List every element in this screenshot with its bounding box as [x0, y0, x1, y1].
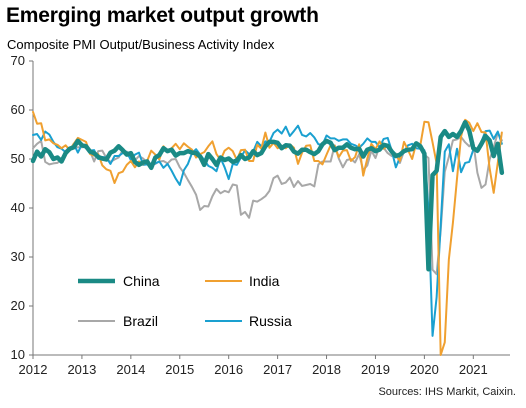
legend-label-brazil: Brazil	[123, 313, 158, 329]
x-tick-label: 2014	[116, 362, 145, 377]
series-line-india	[32, 110, 503, 356]
x-tick-label: 2019	[361, 362, 390, 377]
y-tick-label: 70	[11, 53, 25, 68]
x-tick-label: 2020	[410, 362, 439, 377]
x-tick-label: 2012	[19, 362, 48, 377]
y-tick-label: 10	[11, 347, 25, 362]
x-tick-label: 2021	[459, 362, 488, 377]
source-note: Sources: IHS Markit, Caixin.	[378, 386, 516, 398]
x-tick-label: 2018	[312, 362, 341, 377]
series-line-china	[30, 120, 505, 272]
y-tick-label: 60	[11, 102, 25, 117]
x-tick-label: 2015	[165, 362, 194, 377]
x-tick-label: 2017	[263, 362, 292, 377]
y-tick-label: 50	[11, 151, 25, 166]
legend-label-russia: Russia	[249, 313, 292, 329]
x-tick-label: 2013	[67, 362, 96, 377]
chart-title: Emerging market output growth	[6, 4, 319, 27]
y-tick-label: 20	[11, 298, 25, 313]
legend-label-india: India	[249, 273, 280, 289]
chart-subtitle: Composite PMI Output/Business Activity I…	[7, 37, 275, 52]
x-tick-label: 2016	[214, 362, 243, 377]
legend-label-china: China	[123, 273, 160, 289]
y-tick-label: 40	[11, 200, 25, 215]
y-tick-label: 30	[11, 249, 25, 264]
